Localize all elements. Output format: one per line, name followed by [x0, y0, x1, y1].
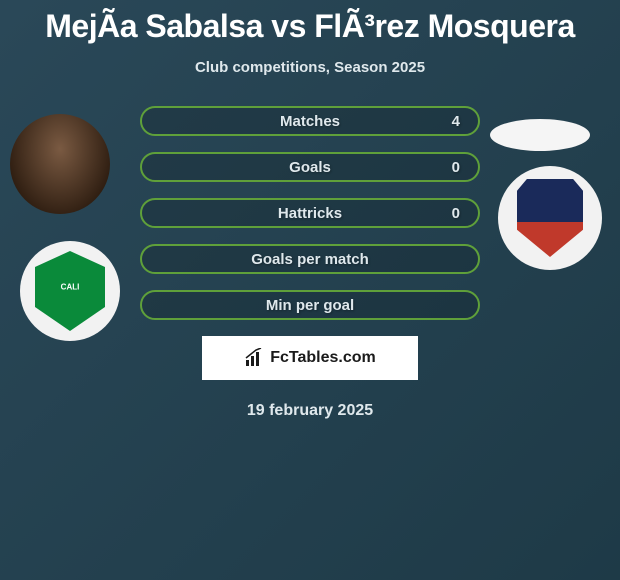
stat-value: 0: [452, 205, 460, 222]
comparison-content: CALI Matches 4 Goals 0 Hattricks 0 Goals…: [0, 106, 620, 420]
player1-photo-placeholder: [10, 114, 110, 214]
chart-icon: [244, 348, 264, 368]
stat-label: Goals per match: [251, 251, 369, 268]
stat-row-min-per-goal: Min per goal: [140, 290, 480, 320]
stat-value: 0: [452, 159, 460, 176]
stat-row-matches: Matches 4: [140, 106, 480, 136]
player2-photo-placeholder: [490, 119, 590, 151]
subtitle: Club competitions, Season 2025: [0, 59, 620, 76]
stat-label: Min per goal: [266, 297, 354, 314]
stat-row-hattricks: Hattricks 0: [140, 198, 480, 228]
stat-value: 4: [452, 113, 460, 130]
player1-photo: [10, 114, 110, 214]
club2-badge: [498, 166, 602, 270]
club1-shield-text: CALI: [61, 283, 80, 292]
stat-row-goals: Goals 0: [140, 152, 480, 182]
club2-shield-icon: [517, 179, 583, 257]
stat-label: Hattricks: [278, 205, 342, 222]
club1-badge: CALI: [20, 241, 120, 341]
stat-label: Goals: [289, 159, 331, 176]
date-text: 19 february 2025: [0, 402, 620, 420]
page-title: MejÃ­a Sabalsa vs FlÃ³rez Mosquera: [0, 0, 620, 45]
stat-row-goals-per-match: Goals per match: [140, 244, 480, 274]
brand-badge: FcTables.com: [202, 336, 418, 380]
brand-text: FcTables.com: [270, 349, 376, 367]
stats-list: Matches 4 Goals 0 Hattricks 0 Goals per …: [140, 106, 480, 320]
club1-shield-icon: CALI: [35, 251, 105, 331]
stat-label: Matches: [280, 113, 340, 130]
